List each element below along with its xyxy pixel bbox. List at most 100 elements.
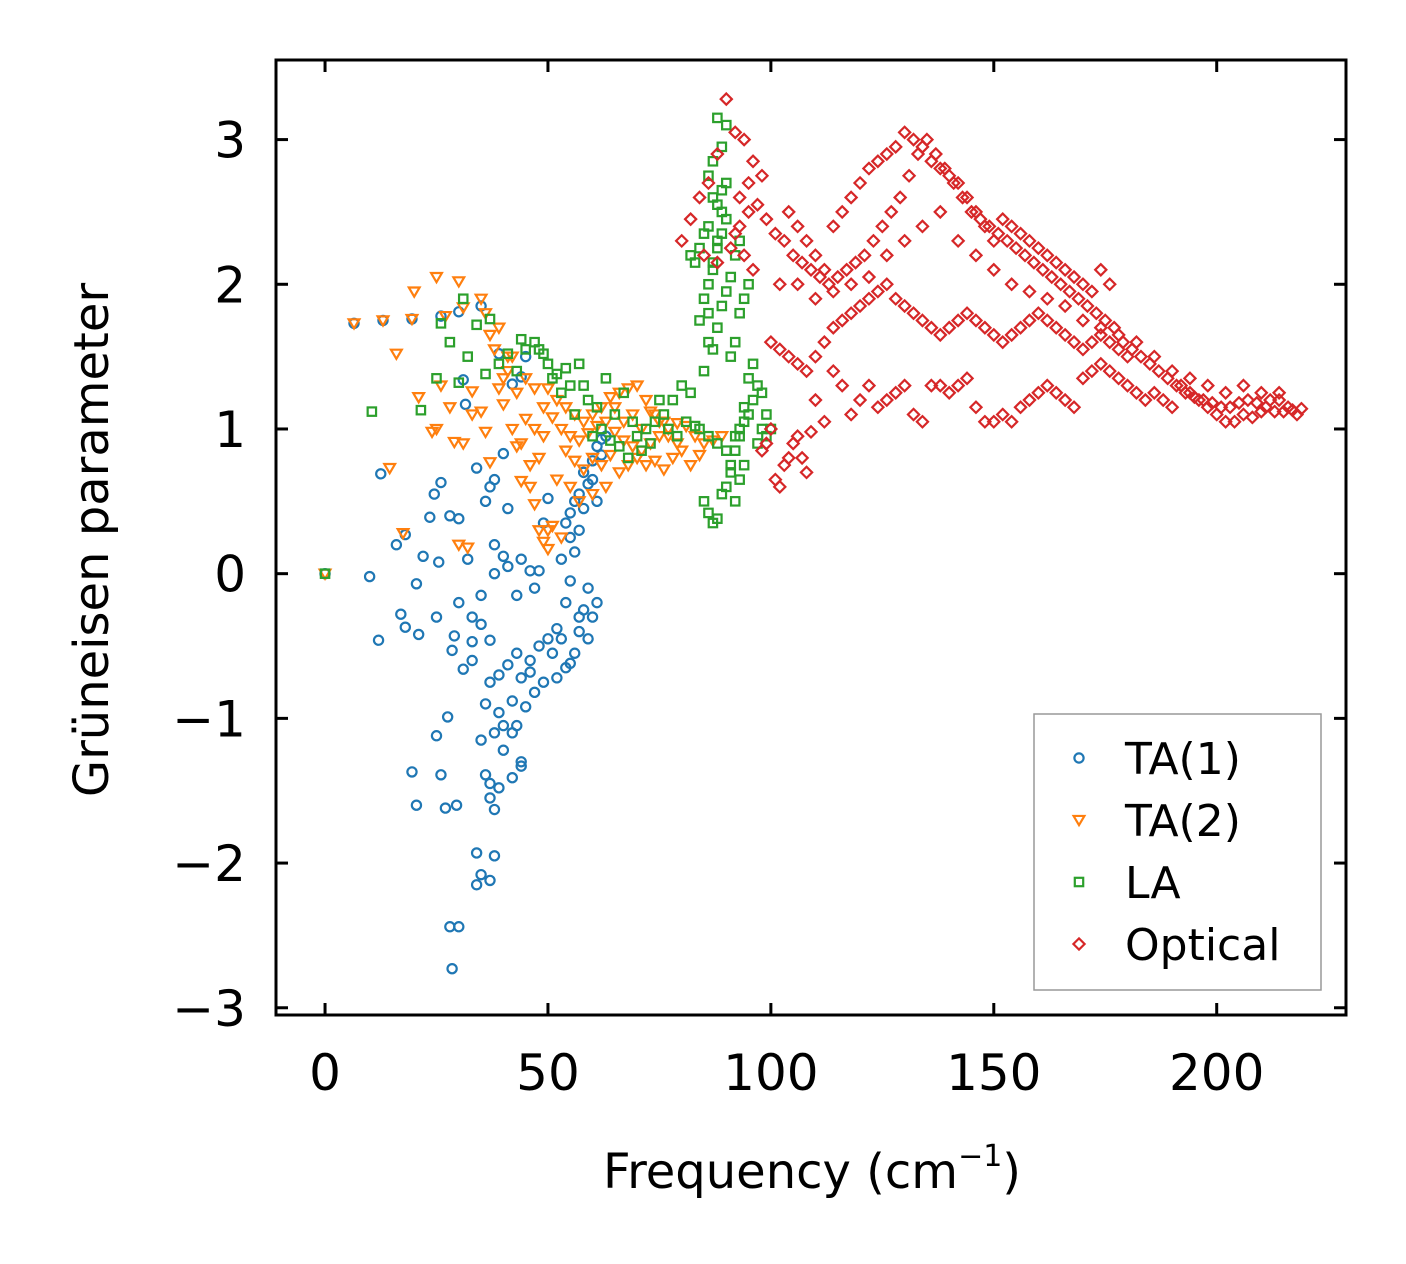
data-point-ta1 bbox=[519, 350, 532, 363]
data-point-ta2 bbox=[447, 436, 462, 450]
data-point-optical bbox=[950, 233, 966, 249]
x-axis-label-superscript: −1 bbox=[958, 1139, 1002, 1174]
data-point-optical bbox=[1040, 291, 1055, 306]
data-point-ta2 bbox=[536, 431, 551, 444]
data-point-ta1 bbox=[542, 633, 554, 645]
data-point-optical bbox=[906, 407, 921, 422]
data-point-optical bbox=[964, 204, 979, 220]
data-point-la bbox=[556, 387, 567, 399]
data-point-ta1 bbox=[493, 782, 505, 794]
data-point-optical bbox=[950, 313, 966, 328]
data-point-optical bbox=[808, 291, 823, 306]
data-point-optical bbox=[835, 313, 850, 328]
data-point-optical bbox=[1022, 233, 1037, 249]
data-point-ta1 bbox=[493, 706, 505, 719]
data-point-ta1 bbox=[515, 760, 527, 772]
data-point-optical bbox=[763, 335, 779, 350]
data-point-optical bbox=[888, 291, 903, 306]
data-point-ta1 bbox=[441, 711, 454, 723]
data-point-optical bbox=[1164, 363, 1180, 379]
data-point-ta2 bbox=[576, 416, 591, 430]
data-point-la bbox=[663, 423, 674, 435]
data-point-optical bbox=[1035, 262, 1050, 277]
data-point-la bbox=[551, 368, 563, 380]
data-point-ta2 bbox=[567, 455, 583, 469]
plot-frame bbox=[274, 58, 1348, 1017]
legend-box bbox=[1033, 713, 1322, 991]
data-point-optical bbox=[879, 146, 894, 162]
data-point-la bbox=[716, 184, 728, 196]
legend-marker-ta1 bbox=[1073, 752, 1085, 764]
data-point-optical bbox=[848, 255, 863, 270]
data-point-optical bbox=[893, 190, 908, 205]
data-point-la bbox=[480, 368, 491, 380]
data-point-optical bbox=[732, 190, 747, 205]
data-point-optical bbox=[1102, 363, 1117, 379]
data-point-la bbox=[720, 481, 732, 493]
data-point-ta1 bbox=[573, 488, 585, 500]
data-point-ta2 bbox=[473, 293, 489, 307]
data-point-optical bbox=[857, 248, 872, 263]
data-point-optical bbox=[768, 226, 783, 241]
data-point-ta2 bbox=[576, 464, 591, 477]
data-point-optical bbox=[1066, 400, 1082, 415]
data-point-optical bbox=[835, 204, 850, 220]
data-point-la bbox=[712, 513, 723, 524]
data-point-ta1 bbox=[475, 868, 487, 881]
data-point-ta1 bbox=[406, 766, 418, 778]
data-point-la bbox=[462, 351, 474, 362]
data-point-optical bbox=[1271, 385, 1287, 400]
data-point-ta1 bbox=[573, 611, 585, 623]
data-point-la bbox=[720, 445, 732, 456]
data-point-optical bbox=[950, 378, 966, 393]
data-point-ta2 bbox=[491, 383, 507, 396]
data-point-la bbox=[698, 228, 710, 239]
data-point-la bbox=[596, 423, 607, 435]
data-point-optical bbox=[1147, 349, 1162, 364]
data-point-ta2 bbox=[513, 475, 529, 489]
data-point-la bbox=[533, 344, 545, 355]
data-point-ta1 bbox=[591, 495, 603, 508]
data-point-la bbox=[725, 467, 737, 478]
data-point-ta2 bbox=[482, 457, 498, 470]
data-point-optical bbox=[826, 284, 841, 299]
data-point-ta2 bbox=[527, 383, 542, 396]
data-point-ta1 bbox=[439, 802, 452, 814]
data-point-la bbox=[716, 228, 728, 239]
data-point-la bbox=[453, 377, 465, 388]
data-point-optical bbox=[1249, 395, 1264, 411]
data-point-ta1 bbox=[479, 769, 492, 781]
data-point-la bbox=[484, 313, 496, 325]
data-point-ta1 bbox=[488, 539, 501, 551]
data-point-ta2 bbox=[540, 383, 556, 396]
data-point-optical bbox=[1093, 320, 1108, 335]
data-point-la bbox=[444, 336, 456, 348]
x-tick-label: 50 bbox=[516, 1044, 580, 1102]
data-point-optical bbox=[1093, 356, 1108, 372]
data-point-optical bbox=[986, 233, 1001, 249]
data-point-la bbox=[471, 319, 482, 331]
data-point-ta1 bbox=[484, 481, 496, 493]
data-point-optical bbox=[772, 342, 787, 357]
data-point-optical bbox=[950, 175, 966, 191]
data-point-la bbox=[636, 445, 647, 456]
data-point-ta1 bbox=[428, 488, 440, 500]
data-point-la bbox=[618, 387, 630, 399]
data-point-optical bbox=[1111, 371, 1126, 386]
data-point-ta1 bbox=[459, 398, 472, 411]
data-point-la bbox=[707, 344, 719, 355]
data-point-optical bbox=[1004, 219, 1019, 234]
data-point-optical bbox=[1040, 248, 1055, 263]
data-point-optical bbox=[852, 298, 868, 314]
data-point-optical bbox=[875, 219, 890, 234]
data-point-optical bbox=[959, 371, 975, 386]
data-point-optical bbox=[942, 320, 957, 335]
data-point-ta1 bbox=[515, 756, 527, 768]
data-point-ta2 bbox=[478, 426, 493, 440]
data-point-ta1 bbox=[363, 570, 376, 583]
data-point-ta1 bbox=[497, 447, 510, 460]
data-point-optical bbox=[728, 125, 743, 140]
data-point-ta1 bbox=[446, 962, 458, 975]
data-point-optical bbox=[1053, 277, 1068, 292]
x-tick-label: 100 bbox=[723, 1044, 818, 1102]
